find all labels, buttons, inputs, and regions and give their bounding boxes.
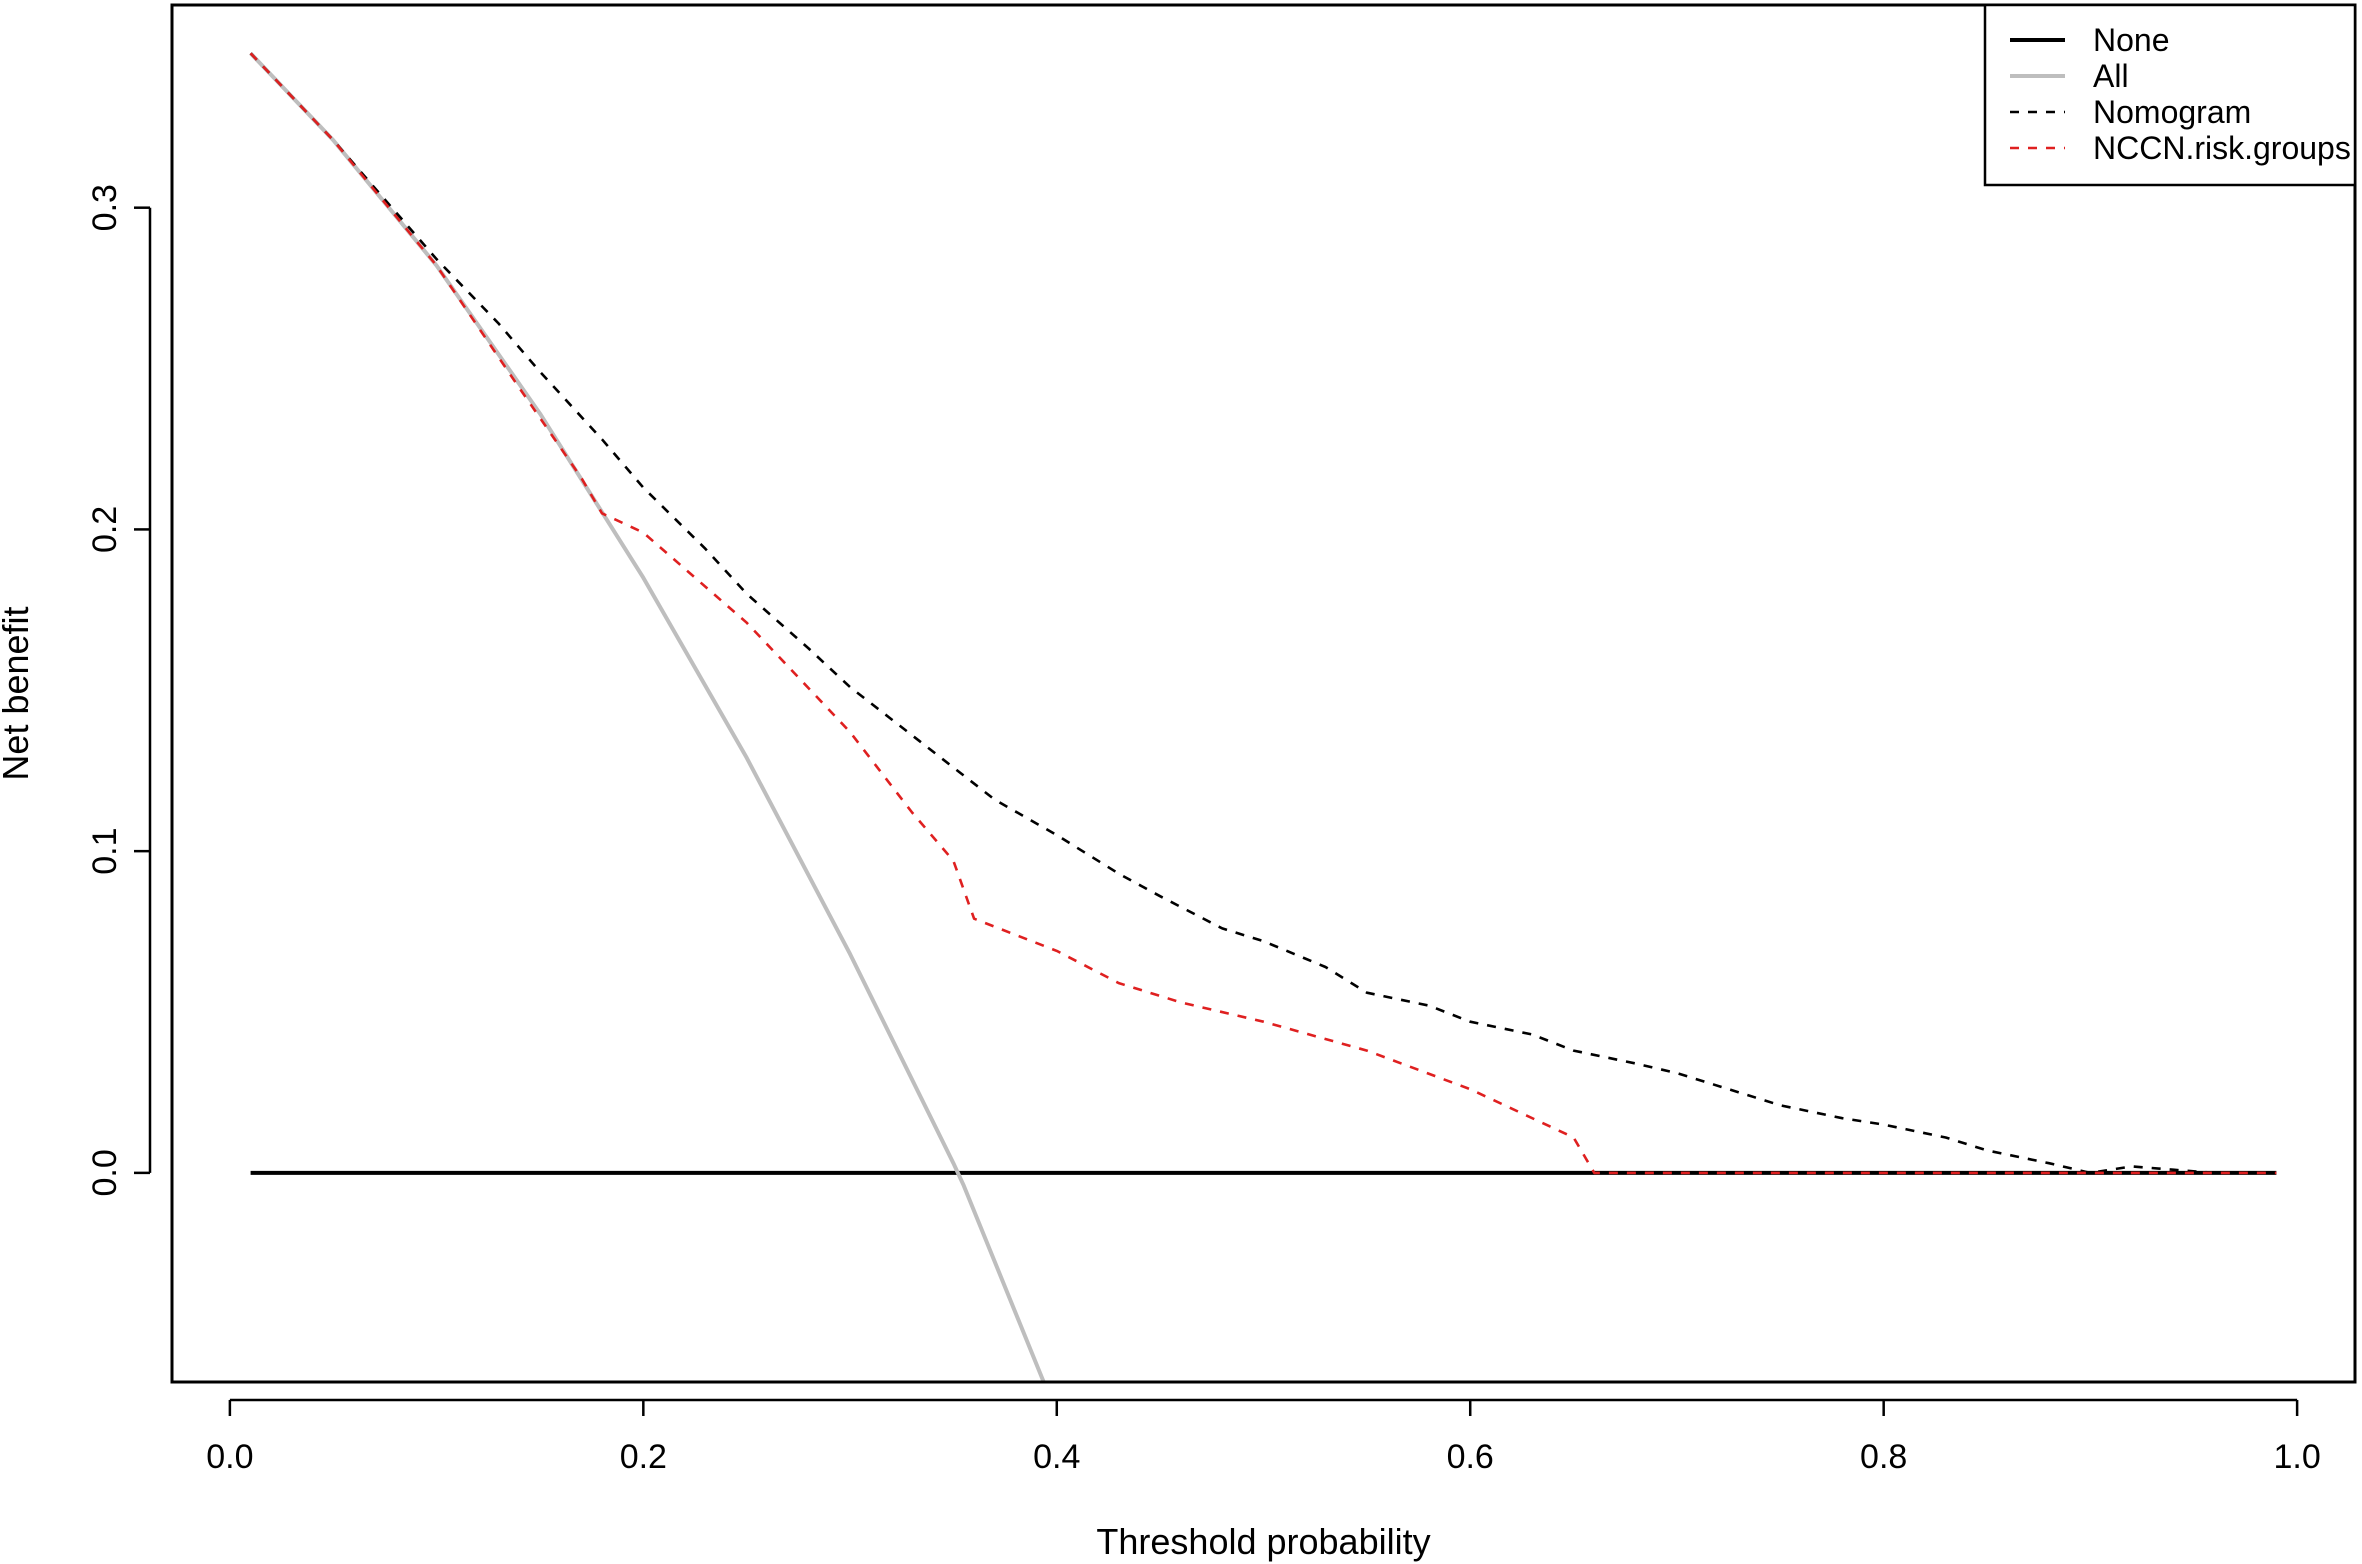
legend-label: None bbox=[2093, 22, 2170, 58]
x-tick-label: 1.0 bbox=[2273, 1438, 2320, 1476]
x-tick-label: 0.8 bbox=[1860, 1438, 1907, 1476]
x-axis-title: Threshold probability bbox=[1096, 1521, 1430, 1562]
y-axis-title: Net benefit bbox=[0, 606, 36, 780]
legend-label: Nomogram bbox=[2093, 94, 2251, 130]
series-layer bbox=[249, 51, 2277, 1382]
y-tick-label: 0.3 bbox=[86, 184, 124, 231]
x-tick-label: 0.4 bbox=[1033, 1438, 1080, 1476]
x-tick-label: 0.2 bbox=[620, 1438, 667, 1476]
x-tick-label: 0.0 bbox=[206, 1438, 253, 1476]
y-tick-label: 0.1 bbox=[86, 828, 124, 875]
x-axis: 0.0 0.2 0.4 0.6 0.8 1.0 bbox=[206, 1398, 2321, 1476]
y-axis: 0.0 0.1 0.2 0.3 bbox=[86, 184, 152, 1197]
x-tick-label: 0.6 bbox=[1447, 1438, 1494, 1476]
series-line-nomogram bbox=[249, 52, 2277, 1175]
series-line-nccn-risk-groups bbox=[249, 52, 2277, 1175]
y-tick-label: 0.0 bbox=[86, 1149, 124, 1196]
y-tick-label: 0.2 bbox=[86, 506, 124, 553]
plot-frame bbox=[170, 3, 2357, 1384]
legend-label: NCCN.risk.groups bbox=[2093, 130, 2351, 166]
series-line-all bbox=[249, 51, 1046, 1382]
legend-box bbox=[1983, 3, 2357, 187]
legend-label: All bbox=[2093, 58, 2129, 94]
